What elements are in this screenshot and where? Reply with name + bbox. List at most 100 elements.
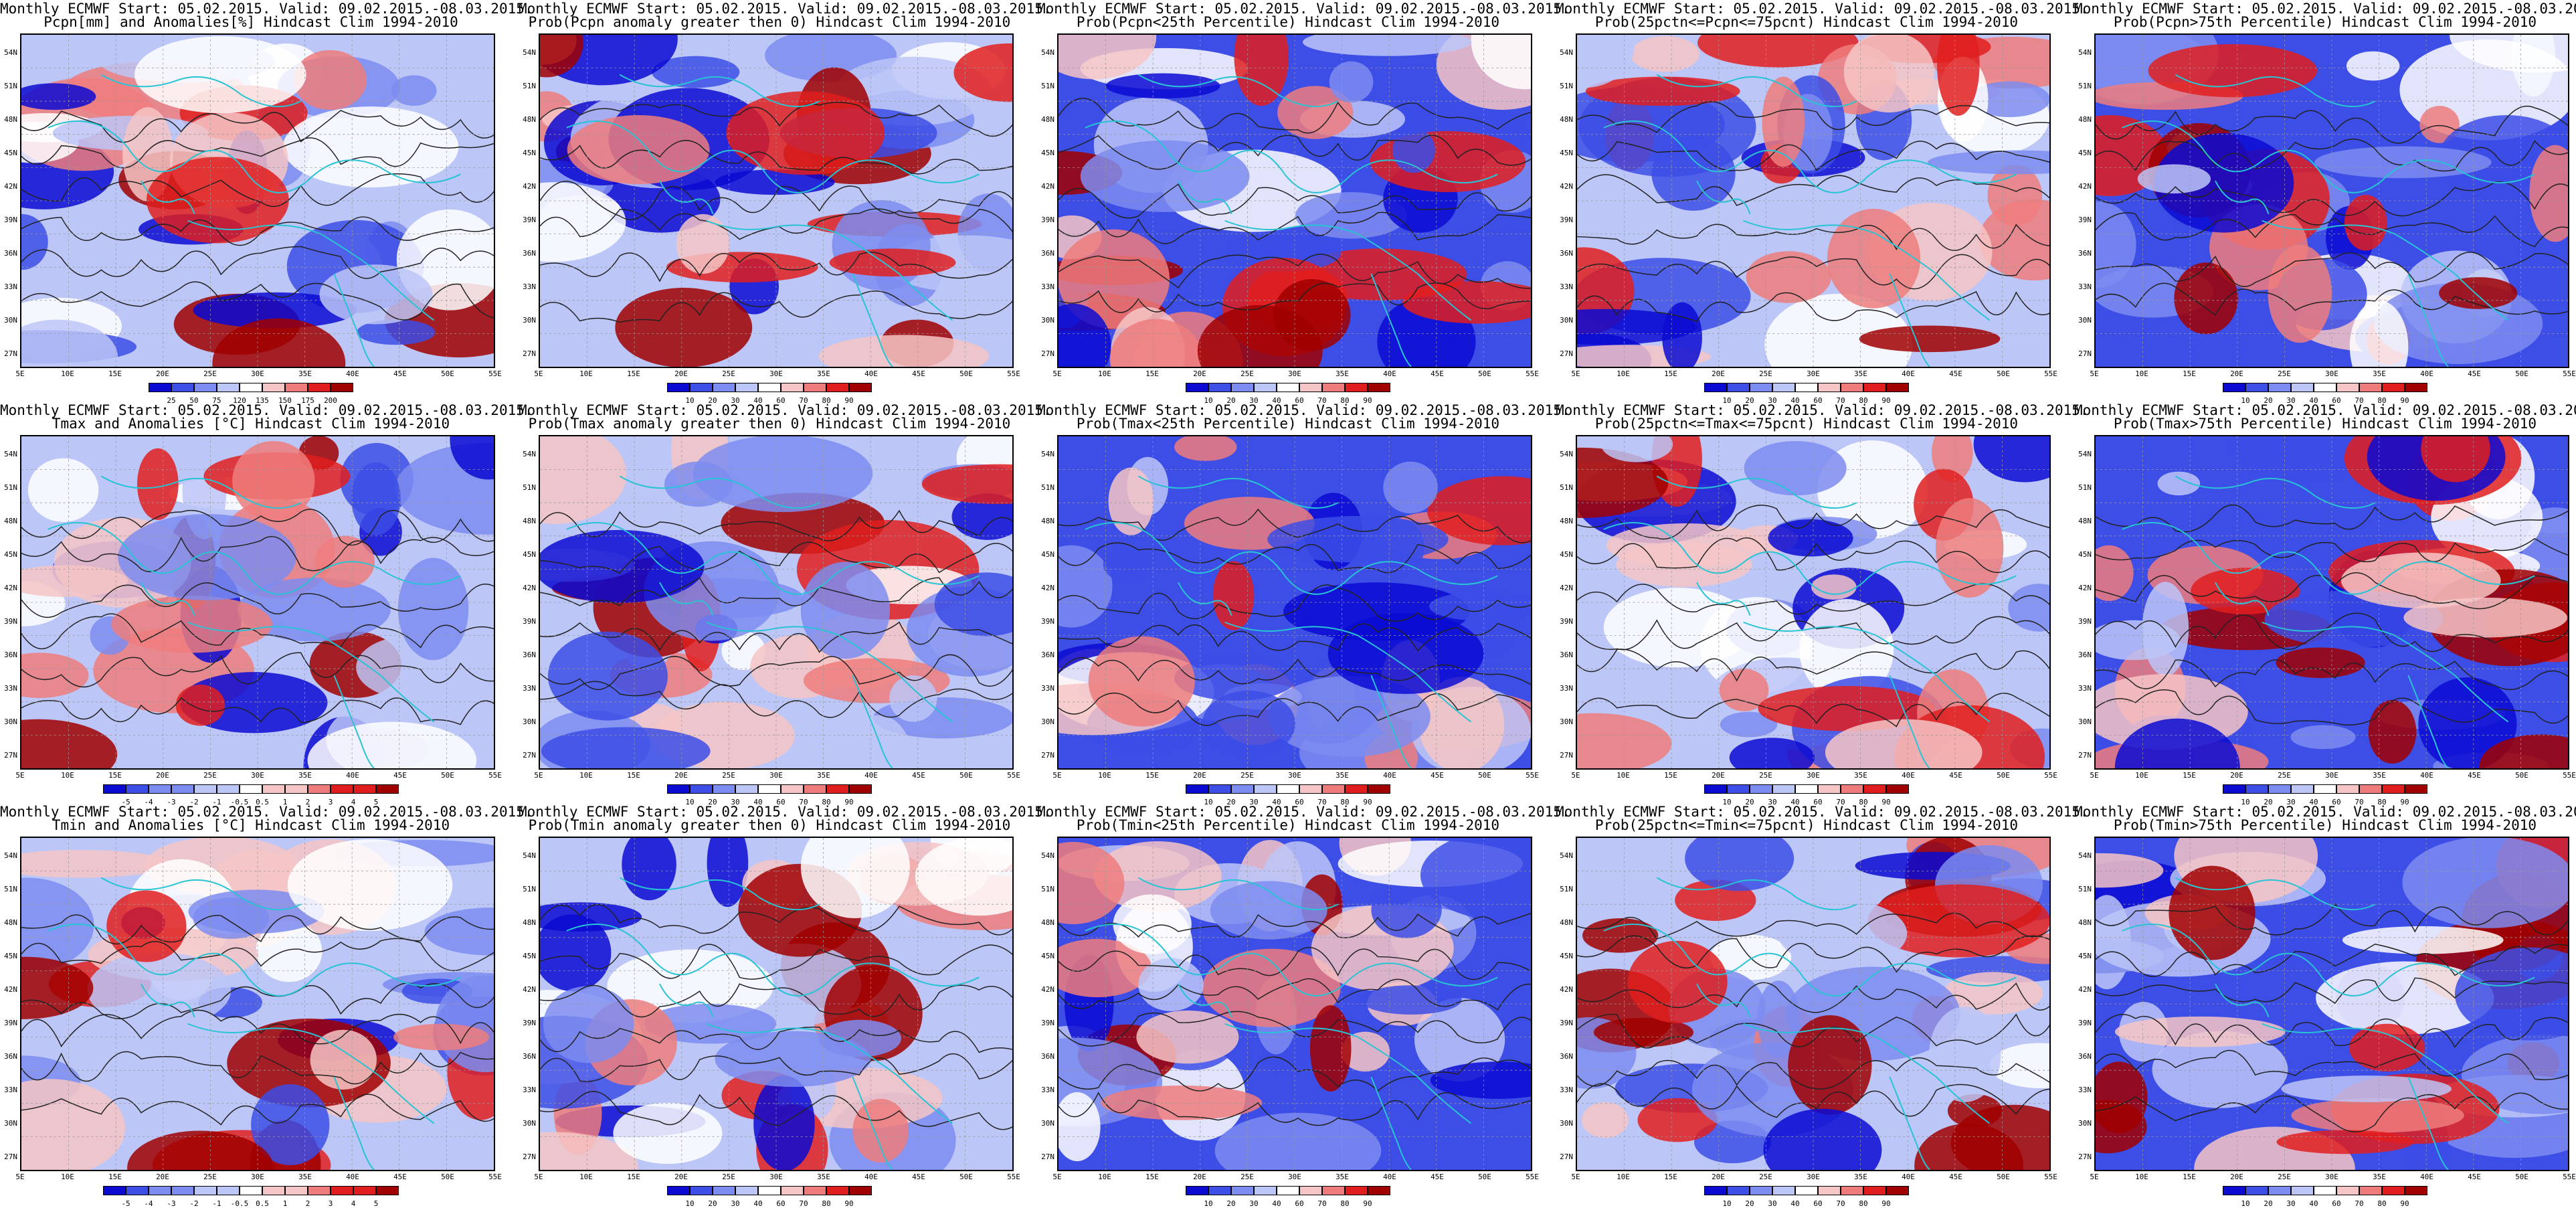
colorbar-tick-label: 90 — [1363, 1199, 1372, 1208]
panel-title-line1: Monthly ECMWF Start: 05.02.2015. Valid: … — [0, 1, 533, 17]
lon-label: 55E — [488, 771, 502, 780]
lat-label: 39N — [4, 215, 17, 224]
colorbar-segment — [1841, 383, 1863, 392]
colorbar-tick-label: 30 — [1768, 798, 1777, 806]
coastline — [2215, 983, 2270, 1018]
lat-label: 36N — [4, 249, 17, 258]
field-blob — [1268, 676, 1431, 758]
colorbar-segment — [285, 1186, 308, 1195]
lon-label: 50E — [959, 771, 973, 780]
contour-line — [21, 938, 494, 972]
colorbar-segment — [240, 784, 262, 794]
colorbar-tick-label: -4 — [144, 798, 153, 806]
field-blob — [1685, 838, 1795, 891]
map-area — [20, 33, 495, 368]
colorbar-tick-label: 80 — [822, 798, 831, 806]
lat-label: 45N — [1560, 952, 1573, 960]
lat-label: 42N — [2078, 985, 2092, 994]
contour-line — [1577, 912, 2049, 940]
field-blob — [2368, 699, 2417, 764]
colorbar-tick-label: 90 — [1881, 1199, 1891, 1208]
contour-line — [540, 681, 1012, 718]
colorbar-tick-label: 1 — [282, 1199, 288, 1208]
contour-line — [1059, 542, 1531, 574]
colorbar-tick-label: 60 — [2332, 396, 2341, 405]
field-blob — [1113, 894, 1192, 954]
colorbar-segment — [2405, 383, 2427, 392]
field-blob — [1860, 159, 1951, 193]
field-blob — [2290, 725, 2356, 750]
lon-label: 35E — [298, 369, 312, 378]
field-blob — [1059, 938, 1152, 998]
field-blob — [547, 631, 668, 721]
colorbar-segment — [1345, 1186, 1368, 1195]
colorbar-segment — [353, 1186, 376, 1195]
field-blob — [1973, 436, 2049, 483]
colorbar-segment — [2382, 784, 2405, 794]
field-blob — [852, 1098, 909, 1163]
field-blob — [310, 1029, 377, 1090]
contour-line — [21, 173, 494, 207]
colorbar-segment — [1277, 784, 1299, 794]
coastline — [1889, 675, 1930, 768]
lon-label: 15E — [108, 771, 122, 780]
field-blob — [2529, 145, 2568, 242]
colorbar: 10 20 30 40 60 70 80 90 — [1704, 1186, 1909, 1208]
lat-label: 39N — [1041, 1019, 1054, 1027]
lon-label: 20E — [1193, 369, 1206, 378]
field-blob — [21, 719, 118, 768]
colorbar-segment — [103, 784, 126, 794]
lat-label: 30N — [1041, 717, 1054, 726]
colorbar-tick-label: 20 — [2264, 396, 2273, 405]
colorbar: -5 -4 -3 -2 -1 -0.5 0.5 1 2 3 4 5 — [103, 784, 399, 806]
colorbar-tick-label: 20 — [2264, 798, 2273, 806]
lon-label: 50E — [2515, 369, 2528, 378]
lon-label: 40E — [2420, 369, 2433, 378]
panel-title-line2: Prob(25pctn<=Pcpn<=75pcnt) Hindcast Clim… — [1594, 14, 2019, 30]
field-blob — [889, 675, 937, 722]
field-blob — [2419, 106, 2460, 143]
colorbar-segment — [1322, 383, 1345, 392]
panel-title-line1: Monthly ECMWF Start: 05.02.2015. Valid: … — [1037, 804, 1570, 820]
map-area — [539, 837, 1014, 1171]
field-blob — [800, 562, 891, 659]
field-blob — [1600, 436, 1673, 462]
lat-label: 48N — [1041, 115, 1054, 124]
field-blob — [1825, 719, 1983, 768]
lon-label: 50E — [1997, 1173, 2010, 1181]
field-blob — [1928, 150, 2049, 175]
lat-label: 33N — [4, 282, 17, 291]
field-blob — [422, 64, 494, 132]
lon-label: 45E — [1431, 771, 1444, 780]
field-blob — [1935, 498, 2004, 598]
field-blob — [21, 849, 171, 878]
colorbar-segment — [781, 784, 804, 794]
field-blob — [1136, 1010, 1239, 1064]
lat-label: 33N — [1041, 282, 1054, 291]
colorbar-tick-label: 3 — [328, 1199, 333, 1208]
field-blob — [307, 721, 477, 768]
coastline — [2175, 74, 2376, 108]
contour-line — [2096, 1014, 2568, 1049]
panel-title-line2: Prob(Pcpn<25th Percentile) Hindcast Clim… — [1076, 14, 1500, 30]
colorbar-tick-label: -1 — [212, 798, 221, 806]
colorbar-tick-label: 25 — [167, 396, 176, 405]
colorbar-tick-label: 50 — [189, 396, 199, 405]
panel-title-line2: Prob(Tmin anomaly greater then 0) Hindca… — [528, 817, 1011, 833]
lat-label: 27N — [1041, 751, 1054, 760]
lon-label: 30E — [1288, 771, 1301, 780]
lon-label: 40E — [864, 771, 878, 780]
field-blob — [1210, 881, 1327, 940]
lat-label: 42N — [2078, 584, 2092, 592]
lat-label: 45N — [1560, 149, 1573, 157]
lon-label: 10E — [2135, 369, 2148, 378]
colorbar-tick-label: 40 — [2309, 396, 2318, 405]
colorbar-segment — [2405, 784, 2427, 794]
field-blob — [540, 914, 612, 992]
colorbar-segment — [2314, 1186, 2336, 1195]
colorbar-segment — [2245, 784, 2268, 794]
lon-label: 20E — [1193, 1173, 1206, 1181]
lat-label: 33N — [523, 1086, 536, 1094]
colorbar-tick-label: -0.5 — [230, 798, 249, 806]
lon-label: 55E — [1007, 1173, 1020, 1181]
